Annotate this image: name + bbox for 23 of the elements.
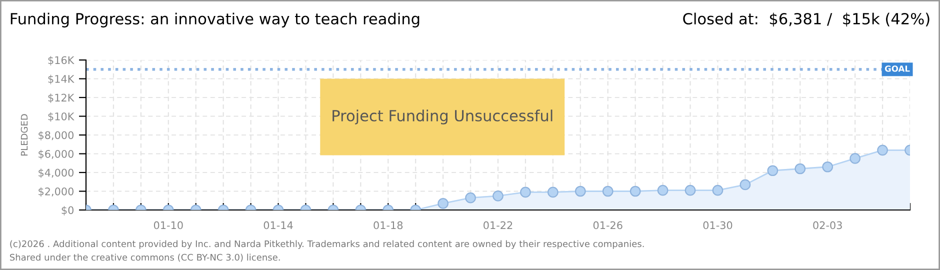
y-tick-label: $6,000 bbox=[38, 150, 74, 160]
x-tick-label: 01-26 bbox=[593, 221, 622, 230]
x-tick-label: 01-30 bbox=[703, 221, 732, 230]
annotation: Project Funding Unsuccessful bbox=[332, 110, 552, 124]
y-tick-label: $2,000 bbox=[38, 187, 74, 197]
chart-title: Funding Progress: an innovative way to teach reading bbox=[10, 12, 420, 28]
y-tick-label: $14K bbox=[48, 74, 74, 84]
x-tick-label: 01-22 bbox=[484, 221, 512, 230]
y-tick-label: $16K bbox=[48, 56, 74, 66]
y-tick-label: $12K bbox=[48, 94, 74, 103]
y-tick-label: $0 bbox=[62, 206, 74, 216]
ref-line-label: GOAL bbox=[884, 65, 910, 72]
y-tick-label: $10K bbox=[48, 112, 74, 122]
x-tick-label: 02-03 bbox=[813, 221, 842, 230]
x-tick-label: 01-18 bbox=[374, 221, 403, 230]
y-axis-title: PLEDGED bbox=[20, 114, 28, 156]
y-tick-label: $8,000 bbox=[38, 131, 74, 140]
chart-subtitle: Closed at: $6,381 / $15k (42%) bbox=[683, 12, 930, 27]
x-tick-label: 01-10 bbox=[154, 221, 183, 230]
text: (c)2026 . Additional content provided by Inc. and Narda Pitkethly. Trademarks and related content are owned by their respective companies. bbox=[10, 240, 644, 249]
y-tick-label: $4,000 bbox=[38, 168, 74, 178]
text: Shared under the creative commons (CC BY-NC 3.0) license. bbox=[10, 254, 280, 262]
x-tick-label: 01-14 bbox=[264, 221, 293, 230]
